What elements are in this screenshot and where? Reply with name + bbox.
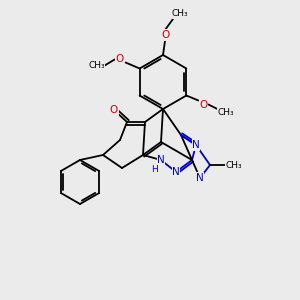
Text: O: O: [199, 100, 208, 110]
Text: O: O: [116, 55, 124, 64]
Text: N: N: [196, 173, 204, 183]
Text: CH₃: CH₃: [226, 160, 242, 169]
Text: CH₃: CH₃: [88, 61, 105, 70]
Text: N: N: [157, 155, 165, 165]
Text: O: O: [161, 30, 169, 40]
Text: N: N: [172, 167, 180, 177]
Text: N: N: [192, 140, 200, 150]
Text: O: O: [110, 105, 118, 115]
Text: CH₃: CH₃: [217, 108, 234, 117]
Text: H: H: [152, 166, 158, 175]
Text: O: O: [110, 105, 118, 115]
Text: CH₃: CH₃: [172, 10, 188, 19]
